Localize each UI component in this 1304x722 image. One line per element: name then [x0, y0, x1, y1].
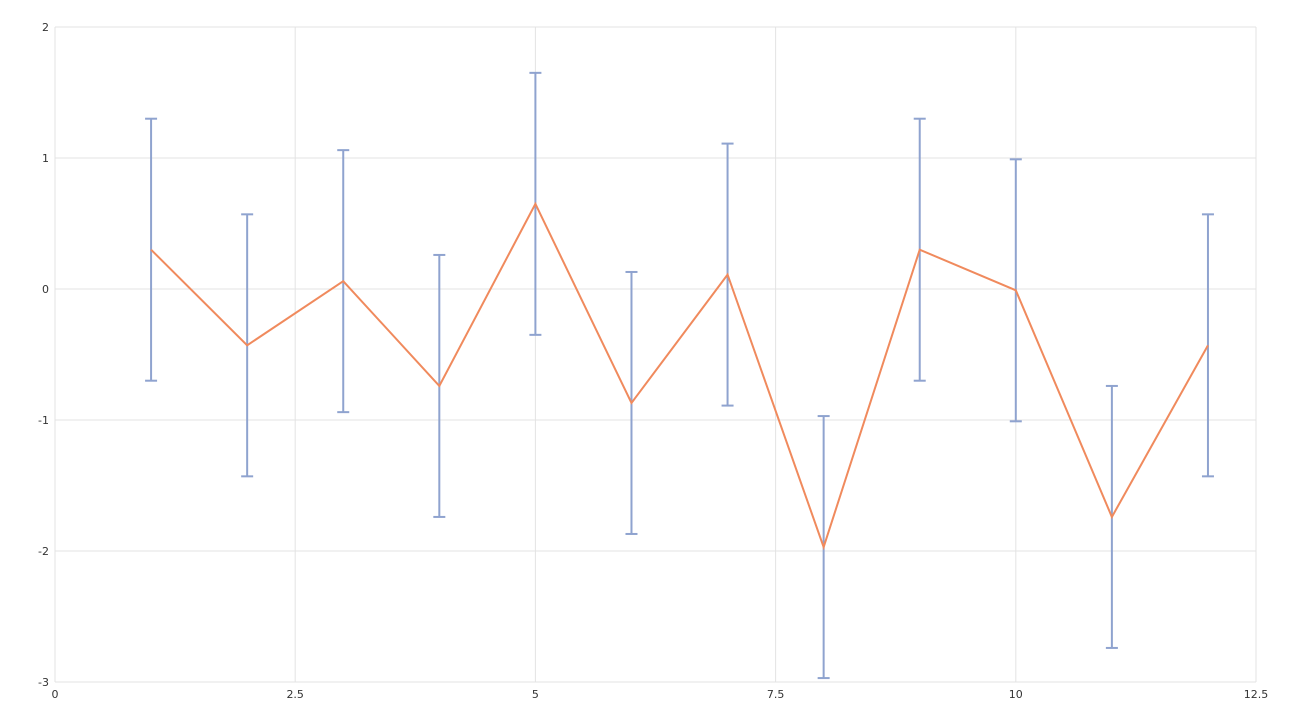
- y-tick-label: -3: [38, 676, 49, 689]
- y-tick-label: 1: [42, 152, 49, 165]
- grid: [54, 26, 1257, 683]
- x-tick-label: 12.5: [1244, 688, 1269, 701]
- tick-labels: 0 2.5 5 7.5 10 12.5 -3 -2 -1 0 1 2: [38, 21, 1268, 701]
- series-line: [150, 201, 1209, 551]
- x-tick-label: 0: [52, 688, 59, 701]
- y-tick-label: -2: [38, 545, 49, 558]
- y-tick-label: -1: [38, 414, 49, 427]
- x-tick-label: 2.5: [286, 688, 304, 701]
- x-tick-label: 10: [1009, 688, 1023, 701]
- y-tick-label: 2: [42, 21, 49, 34]
- x-tick-label: 5: [532, 688, 539, 701]
- error-bars: [145, 71, 1214, 680]
- series-line-group: [150, 201, 1209, 551]
- y-tick-label: 0: [42, 283, 49, 296]
- x-tick-label: 7.5: [767, 688, 785, 701]
